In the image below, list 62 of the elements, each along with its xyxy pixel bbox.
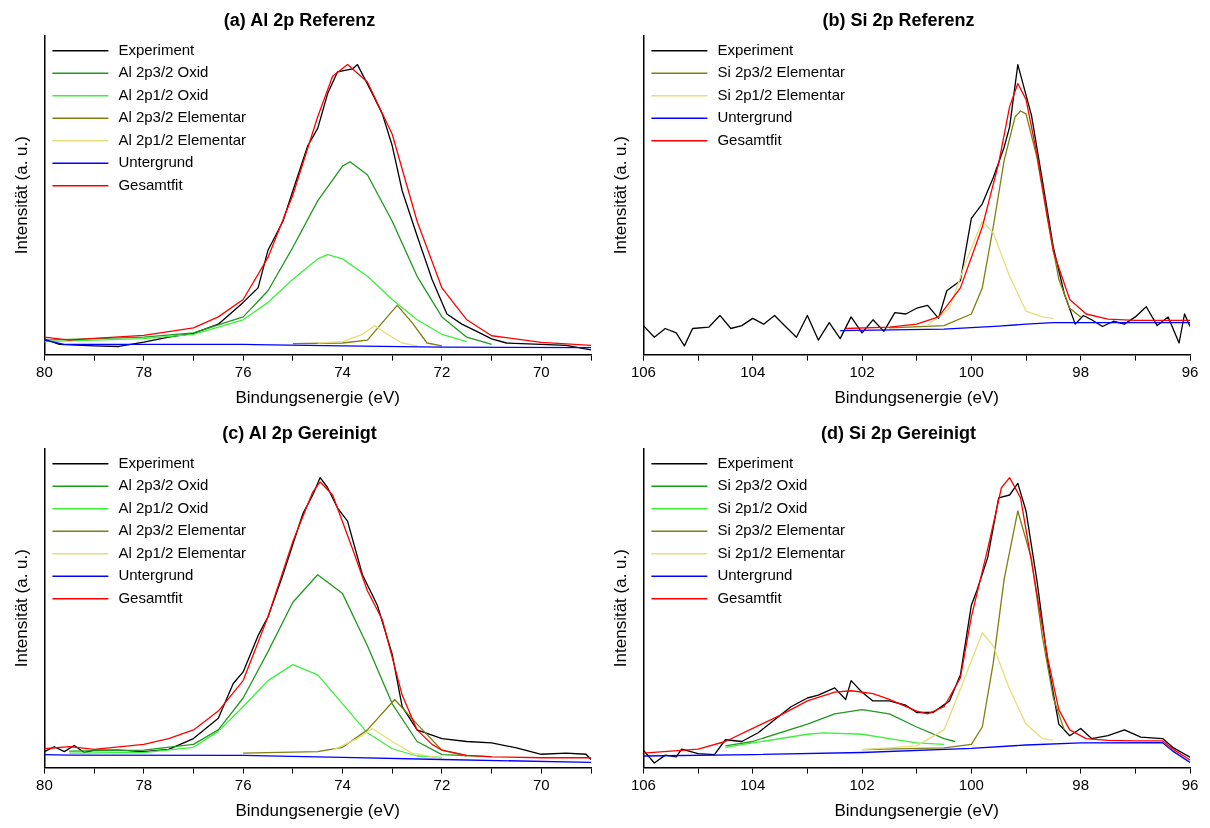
legend-label: Experiment: [717, 40, 795, 58]
legend-label: Untergrund: [717, 108, 793, 126]
legend-label: Gesamtfit: [118, 175, 184, 193]
legend-label: Al 2p1/2 Elementar: [118, 543, 246, 561]
x-tick-label: 70: [532, 775, 550, 793]
x-axis-title: Bindungsenergie (eV): [235, 801, 400, 821]
legend-label: Untergrund: [118, 153, 194, 171]
legend-label: Al 2p3/2 Elementar: [118, 108, 246, 126]
legend-label: Experiment: [717, 453, 795, 471]
legend-label: Si 2p1/2 Elementar: [717, 85, 845, 103]
legend-label: Al 2p1/2 Oxid: [118, 498, 209, 516]
legend-label: Experiment: [118, 453, 196, 471]
legend-label: Gesamtfit: [717, 588, 783, 606]
x-tick-label: 96: [1181, 362, 1199, 380]
x-axis-title: Bindungsenergie (eV): [235, 388, 400, 408]
legend-label: Si 2p1/2 Oxid: [717, 498, 808, 516]
chart-title: (c) Al 2p Gereinigt: [222, 422, 377, 443]
chart-title: (a) Al 2p Referenz: [223, 9, 376, 30]
legend-label: Al 2p3/2 Elementar: [118, 521, 246, 539]
x-axis-title: Bindungsenergie (eV): [834, 801, 999, 821]
x-tick-label: 98: [1072, 775, 1090, 793]
y-axis-title: Intensität (a. u.): [610, 136, 630, 255]
x-tick-label: 74: [334, 362, 351, 380]
legend-label: Gesamtfit: [118, 588, 184, 606]
legend-label: Gesamtfit: [717, 130, 783, 148]
x-tick-label: 106: [630, 362, 656, 380]
legend-label: Al 2p1/2 Elementar: [118, 130, 246, 148]
x-tick-label: 72: [433, 775, 451, 793]
x-tick-label: 80: [36, 362, 53, 380]
x-tick-label: 104: [740, 775, 766, 793]
y-axis-title: Intensität (a. u.): [11, 136, 31, 255]
x-tick-label: 100: [958, 362, 984, 380]
x-tick-label: 98: [1072, 362, 1090, 380]
x-tick-label: 102: [849, 362, 875, 380]
x-tick-label: 78: [135, 775, 153, 793]
legend-label: Si 2p3/2 Oxid: [717, 476, 808, 494]
legend-label: Al 2p3/2 Oxid: [118, 476, 209, 494]
x-tick-label: 70: [532, 362, 550, 380]
legend-label: Untergrund: [118, 566, 194, 584]
x-tick-label: 76: [234, 775, 252, 793]
chart-title: (b) Si 2p Referenz: [822, 9, 975, 30]
x-tick-label: 100: [958, 775, 984, 793]
x-tick-label: 104: [740, 362, 766, 380]
y-axis-title: Intensität (a. u.): [610, 549, 630, 668]
chart-title: (d) Si 2p Gereinigt: [820, 422, 977, 443]
legend-label: Untergrund: [717, 566, 793, 584]
x-tick-label: 106: [630, 775, 656, 793]
x-tick-label: 78: [135, 362, 153, 380]
x-axis-title: Bindungsenergie (eV): [834, 388, 999, 408]
x-tick-label: 72: [433, 362, 451, 380]
x-tick-label: 96: [1181, 775, 1199, 793]
y-axis-title: Intensität (a. u.): [11, 549, 31, 668]
x-tick-label: 80: [36, 775, 53, 793]
legend-label: Si 2p3/2 Elementar: [717, 63, 845, 81]
x-tick-label: 102: [849, 775, 875, 793]
legend-label: Experiment: [118, 40, 196, 58]
legend-label: Al 2p3/2 Oxid: [118, 63, 209, 81]
x-tick-label: 74: [334, 775, 351, 793]
legend-label: Al 2p1/2 Oxid: [118, 85, 209, 103]
x-tick-label: 76: [234, 362, 252, 380]
legend-label: Si 2p3/2 Elementar: [717, 521, 845, 539]
legend-label: Si 2p1/2 Elementar: [717, 543, 845, 561]
